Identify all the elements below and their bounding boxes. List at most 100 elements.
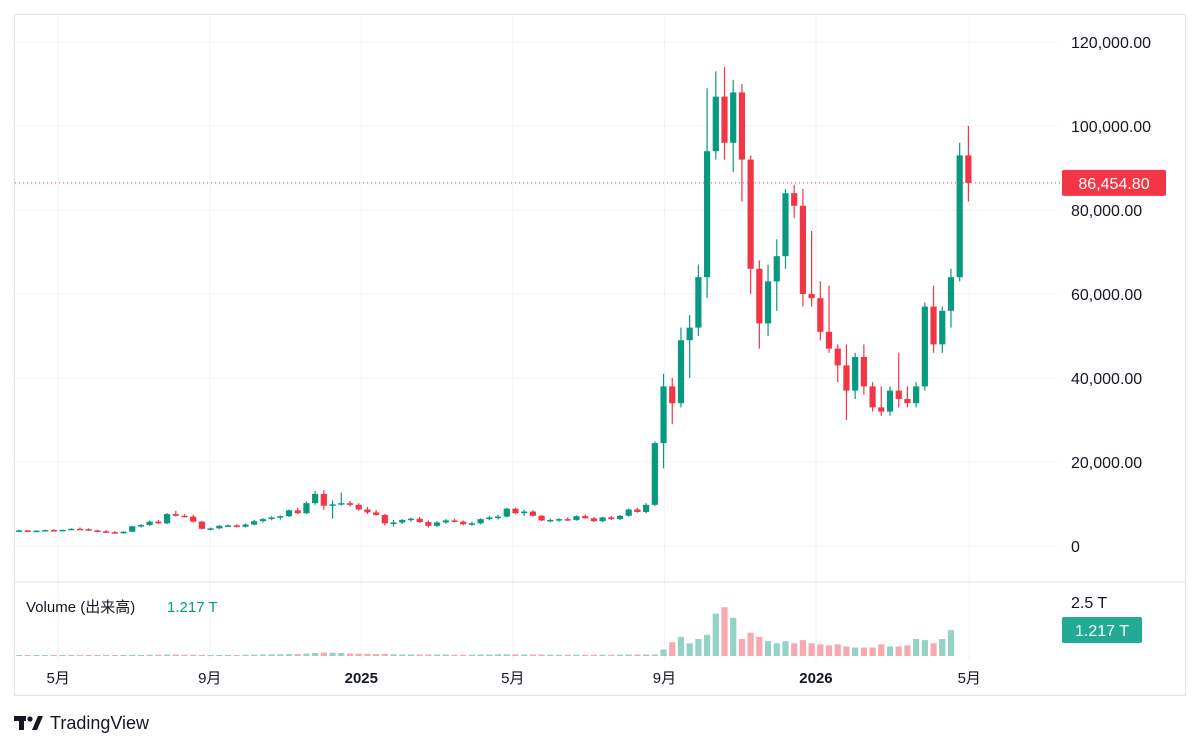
candle: [721, 67, 728, 160]
candle-body: [886, 390, 894, 412]
volume-bar: [782, 641, 789, 656]
candle-body: [137, 525, 145, 527]
volume-bar: [843, 646, 850, 656]
volume-bar: [677, 636, 685, 656]
volume-indicator-title[interactable]: Volume (出来高): [26, 599, 135, 616]
volume-bar: [494, 654, 502, 656]
candle-body: [538, 515, 545, 521]
candle-body: [338, 503, 345, 505]
candle: [59, 529, 66, 532]
candle: [33, 530, 40, 533]
volume-bar: [608, 654, 615, 656]
tradingview-logo-icon: [14, 716, 43, 730]
candle: [190, 514, 197, 523]
candle: [294, 507, 301, 515]
volume-bar: [268, 654, 275, 656]
candle: [956, 142, 963, 282]
volume-bar: [538, 654, 545, 656]
candle-body: [399, 519, 406, 523]
candle-body: [773, 256, 780, 282]
volume-bar: [817, 644, 824, 656]
candle: [643, 503, 650, 514]
candle-body: [242, 524, 249, 527]
volume-bar: [390, 654, 397, 656]
candle-body: [33, 530, 40, 533]
candle-body: [869, 386, 876, 408]
candle-body: [825, 331, 833, 349]
candle: [808, 231, 815, 307]
volume-bar: [529, 654, 536, 656]
candle-body: [660, 386, 667, 444]
candle: [756, 260, 763, 349]
brand-footer[interactable]: TradingView: [14, 710, 149, 736]
volume-bar: [756, 636, 763, 656]
volume-bar: [259, 654, 266, 656]
candle-body: [913, 386, 920, 404]
time-axis-tick: 2025: [345, 670, 378, 687]
volume-bar: [155, 654, 162, 656]
candle-body: [129, 526, 136, 532]
candle-body: [512, 508, 519, 514]
candle-body: [460, 521, 467, 525]
candle-body: [947, 277, 955, 311]
volume-bar: [320, 652, 327, 656]
candle: [573, 515, 580, 521]
candle-body: [590, 518, 597, 522]
volume-bar: [242, 654, 249, 656]
candle-body: [120, 531, 127, 534]
candle: [137, 524, 145, 528]
volume-bar: [791, 643, 798, 656]
time-axis-tick: 5月: [958, 670, 981, 687]
candle-body: [312, 493, 319, 504]
volume-bar: [486, 654, 493, 656]
volume-bar: [94, 655, 101, 656]
volume-axis-top-tick: 2.5 T: [1071, 595, 1107, 612]
candle: [921, 302, 928, 391]
volume-bar: [399, 654, 406, 656]
volume-bar: [886, 646, 894, 656]
candle-body: [59, 529, 66, 532]
candle-body: [669, 386, 676, 404]
candle: [486, 515, 493, 521]
candle-body: [843, 365, 850, 391]
candle: [233, 524, 240, 528]
volume-bar: [477, 654, 484, 656]
candle-body: [643, 504, 650, 512]
price-axis-tick: 60,000.00: [1071, 287, 1142, 304]
volume-indicator-value: 1.217 T: [167, 599, 218, 616]
volume-bar: [207, 654, 214, 656]
candle: [695, 264, 702, 336]
candle-body: [94, 530, 101, 532]
candle-body: [817, 298, 824, 332]
candle-body: [381, 514, 388, 524]
candle-body: [738, 92, 746, 160]
candle-body: [582, 516, 589, 519]
volume-bar: [738, 639, 746, 656]
candle: [42, 529, 49, 532]
candle: [329, 500, 336, 519]
volume-bar: [947, 630, 955, 656]
volume-bar: [852, 647, 859, 656]
candle: [503, 507, 510, 518]
candle: [76, 527, 84, 531]
volume-bar: [329, 652, 336, 656]
candles[interactable]: [15, 67, 972, 534]
candle: [242, 523, 249, 528]
candle-body: [486, 517, 493, 520]
volume-bar: [695, 639, 702, 656]
volume-bar: [669, 642, 676, 656]
candle: [590, 517, 597, 523]
volume-bar: [451, 654, 458, 656]
candle-body: [573, 516, 580, 520]
candle-body: [494, 516, 502, 519]
candle: [939, 306, 946, 353]
volume-bar: [468, 654, 476, 656]
candle: [947, 268, 955, 328]
candle: [686, 315, 693, 378]
candle-body: [329, 504, 336, 506]
volume-bar: [277, 654, 284, 656]
volume-bar: [416, 654, 423, 656]
volume-bar: [233, 654, 240, 656]
candle-body: [895, 390, 902, 399]
